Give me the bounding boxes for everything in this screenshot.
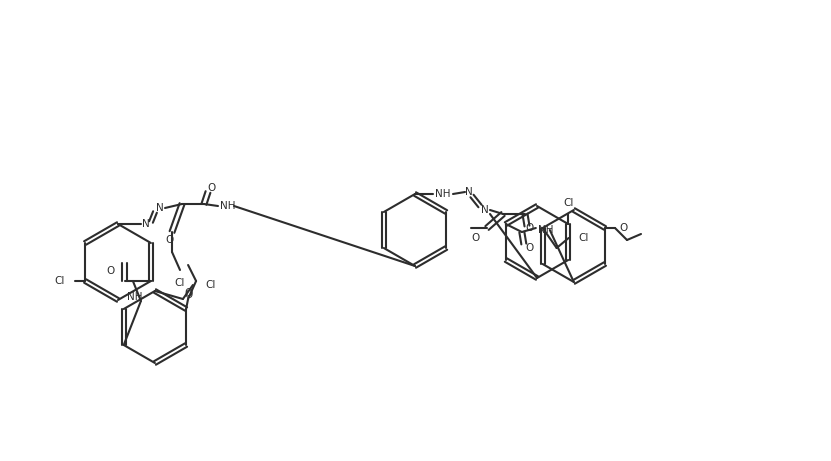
Text: O: O bbox=[619, 223, 627, 233]
Text: NH: NH bbox=[127, 292, 143, 302]
Text: O: O bbox=[471, 233, 479, 243]
Text: NH: NH bbox=[435, 189, 450, 199]
Text: O: O bbox=[184, 290, 192, 300]
Text: O: O bbox=[166, 235, 175, 245]
Text: O: O bbox=[525, 223, 534, 233]
Text: Cl: Cl bbox=[205, 280, 215, 290]
Text: N: N bbox=[156, 203, 164, 213]
Text: Cl: Cl bbox=[175, 278, 185, 288]
Text: Cl: Cl bbox=[578, 233, 589, 243]
Text: O: O bbox=[107, 266, 115, 276]
Text: NH: NH bbox=[538, 225, 553, 235]
Text: O: O bbox=[208, 183, 216, 193]
Text: O: O bbox=[184, 288, 192, 298]
Text: N: N bbox=[465, 187, 473, 197]
Text: Cl: Cl bbox=[563, 198, 573, 208]
Text: N: N bbox=[142, 219, 150, 229]
Text: NH: NH bbox=[220, 201, 235, 211]
Text: N: N bbox=[481, 205, 489, 215]
Text: O: O bbox=[526, 243, 534, 253]
Text: Cl: Cl bbox=[55, 276, 65, 286]
